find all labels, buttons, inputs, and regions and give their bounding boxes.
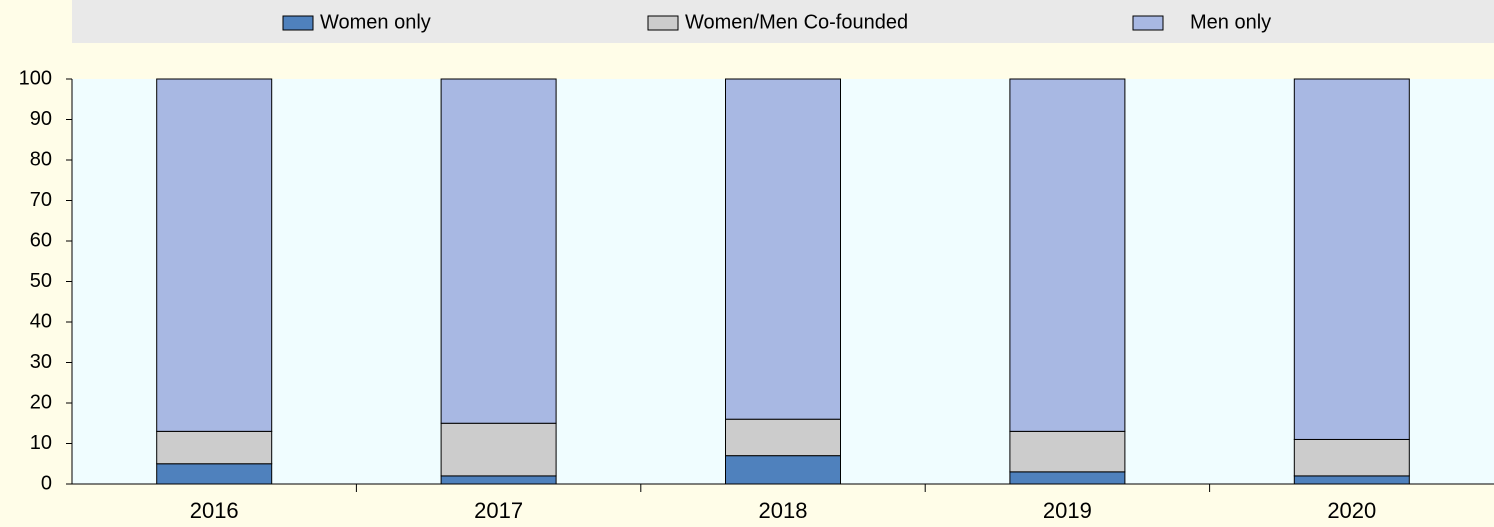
bar-segment (1009, 471, 1126, 485)
bar-segment (440, 475, 557, 485)
legend-label: Women/Men Co-founded (685, 11, 908, 33)
y-tick-label: 100 (19, 67, 52, 89)
bar-segment (1293, 78, 1410, 440)
y-tick-label: 70 (30, 189, 52, 211)
y-tick-label: 50 (30, 270, 52, 292)
bar-segment (1293, 438, 1410, 477)
y-tick-label: 30 (30, 351, 52, 373)
bar-segment (156, 78, 273, 432)
x-tick-label: 2016 (190, 498, 239, 523)
legend-swatch (1132, 15, 1164, 31)
bar-segment (156, 463, 273, 485)
bar-segment (1009, 430, 1126, 473)
y-tick-label: 20 (30, 391, 52, 413)
legend-label: Men only (1190, 11, 1271, 33)
bar-segment (725, 418, 841, 457)
legend-swatch (647, 15, 679, 31)
bar-segment (725, 455, 841, 485)
y-tick-label: 10 (30, 432, 52, 454)
bar-segment (156, 430, 273, 465)
y-tick-label: 80 (30, 148, 52, 170)
bar-segment (1009, 78, 1126, 432)
y-tick-label: 40 (30, 310, 52, 332)
bar-segment (440, 422, 557, 477)
bar-segment (725, 78, 841, 420)
y-tick-label: 90 (30, 108, 52, 130)
bar-segment (440, 78, 557, 424)
x-tick-label: 2018 (759, 498, 808, 523)
x-tick-label: 2019 (1043, 498, 1092, 523)
x-tick-label: 2020 (1327, 498, 1376, 523)
y-tick-label: 60 (30, 229, 52, 251)
y-tick-label: 0 (41, 472, 52, 494)
bar-segment (1293, 475, 1410, 485)
legend-swatch (282, 15, 314, 31)
x-tick-label: 2017 (474, 498, 523, 523)
legend-label: Women only (320, 11, 431, 33)
